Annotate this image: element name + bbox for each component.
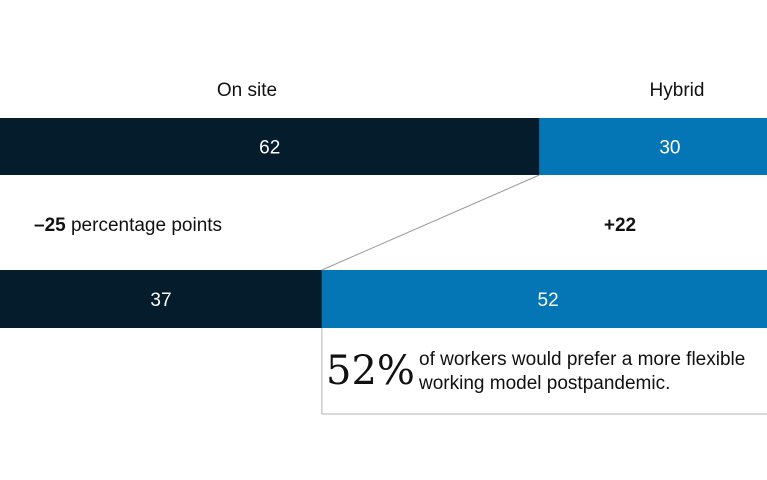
bar-value-label: 37: [150, 290, 171, 311]
bar-hybrid-after: [321, 270, 767, 328]
callout-text-line-2: working model postpandemic.: [418, 373, 670, 394]
legend-on-site: On site: [217, 80, 277, 101]
callout-frame: [321, 328, 767, 415]
bar-on-site-before: [0, 118, 540, 175]
callout-text-line-1: of workers would prefer a more flexible: [419, 349, 745, 370]
callout-big-number: 52%: [326, 348, 415, 394]
on-site-change-suffix: percentage points: [66, 215, 222, 236]
callout-box: 52% of workers would prefer a more flexi…: [321, 174, 767, 415]
bars-layer: [0, 118, 767, 328]
bar-value-label: 30: [659, 138, 680, 159]
bar-value-label: 52: [538, 290, 559, 311]
on-site-change-value: –25: [34, 215, 66, 236]
legend-hybrid: Hybrid: [650, 80, 705, 101]
labels-layer: 62 30 37 52 On site Hybrid: [150, 80, 704, 311]
bar-on-site-after: [0, 270, 322, 328]
bar-value-label: 62: [259, 138, 280, 159]
callout-connector-line: [321, 174, 540, 271]
bar-hybrid-before: [539, 118, 767, 175]
on-site-change-label: –25 percentage points: [34, 215, 222, 236]
hybrid-change-label: +22: [604, 215, 636, 236]
